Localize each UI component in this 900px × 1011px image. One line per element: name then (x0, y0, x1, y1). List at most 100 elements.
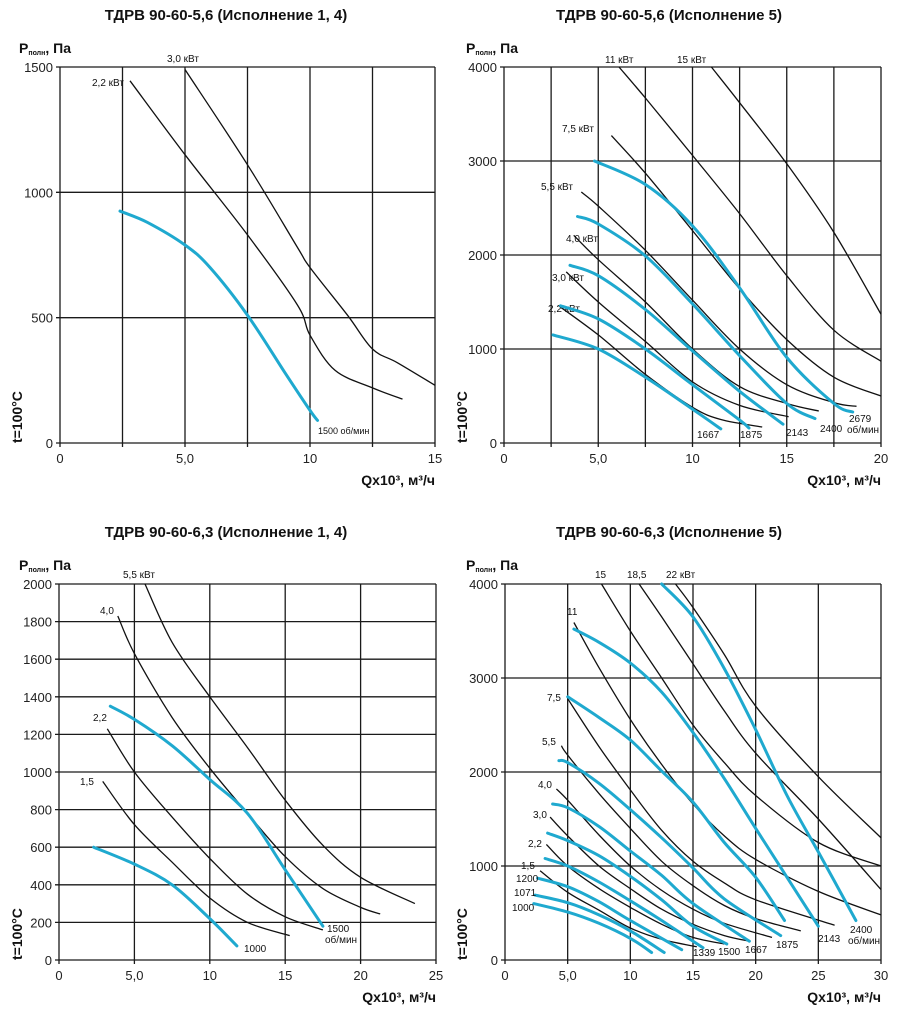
speed-curve (108, 704, 325, 928)
y-axis-label-subscript: полн (475, 567, 492, 574)
y-tick-label: 1000 (468, 342, 497, 357)
speed-curve-label: 1000 (512, 903, 535, 914)
x-tick-label: 0 (500, 451, 507, 466)
y-axis-label-unit: , Па (492, 40, 518, 56)
y-tick-label: 800 (30, 803, 52, 818)
y-tick-label: 0 (46, 436, 53, 451)
speed-curve-label: 1000 (244, 944, 267, 955)
speed-curve-label: 1875 (776, 940, 799, 951)
x-tick-label: 20 (874, 451, 888, 466)
speed-curve-label: 1667 (697, 430, 720, 441)
speed-curve-label: 1667 (745, 945, 768, 956)
x-tick-label: 25 (811, 968, 825, 983)
power-curve-label: 3,0 кВт (552, 273, 584, 284)
y-tick-label: 1000 (24, 185, 53, 200)
x-tick-label: 5,0 (589, 451, 607, 466)
x-tick-label: 15 (780, 451, 794, 466)
chart-title: ТДРВ 90-60-5,6 (Исполнение 5) (556, 7, 782, 24)
y-axis-label-main: P (19, 557, 28, 573)
y-axis-label-main: P (466, 40, 475, 56)
x-tick-label: 5,0 (125, 968, 143, 983)
power-curve (144, 583, 416, 905)
power-curve-label: 2,2 (528, 839, 542, 850)
power-curve-label: 11 кВт (605, 55, 634, 66)
chart-title: ТДРВ 90-60-6,3 (Исполнение 5) (556, 524, 782, 541)
speed-curve (557, 758, 783, 938)
power-curve (674, 583, 882, 839)
power-curve (129, 80, 403, 400)
power-curve (184, 69, 436, 386)
speed-curve (568, 263, 785, 426)
x-tick-label: 10 (203, 968, 217, 983)
speed-curve (572, 627, 820, 928)
power-curve (580, 191, 857, 407)
y-tick-label: 3000 (468, 154, 497, 169)
power-curve-label: 11 (567, 607, 578, 618)
y-tick-label: 1000 (469, 859, 498, 874)
power-curve (567, 698, 835, 926)
speed-value: 2400 (850, 925, 873, 936)
speed-curve-label: 1500 (718, 947, 741, 958)
speed-curve (660, 582, 858, 922)
x-tick-label: 20 (353, 968, 367, 983)
x-tick-label: 10 (303, 451, 317, 466)
power-curve (610, 135, 882, 397)
speed-curve (593, 159, 855, 414)
power-curve-label: 15 (595, 570, 607, 581)
x-tick-label: 20 (748, 968, 762, 983)
y-tick-label: 2000 (469, 765, 498, 780)
chart-title: ТДРВ 90-60-5,6 (Исполнение 1, 4) (105, 7, 348, 24)
power-curve (638, 583, 882, 890)
power-curve-label: 7,5 (547, 693, 561, 704)
y-tick-label: 2000 (23, 577, 52, 592)
x-tick-label: 15 (428, 451, 442, 466)
y-tick-label: 4000 (468, 60, 497, 75)
power-curve (102, 781, 290, 937)
x-tick-label: 0 (56, 451, 63, 466)
y-tick-label: 0 (490, 436, 497, 451)
y-tick-label: 1200 (23, 727, 52, 742)
speed-curve-label: 1500 об/мин (318, 426, 369, 436)
power-curve (618, 66, 882, 362)
chart-tdrv-5-6-ispolnenie-1-4: ТДРВ 90-60-5,6 (Исполнение 1, 4) Pполн, П… (9, 7, 442, 488)
power-curve-label: 3,0 (533, 810, 547, 821)
speed-curve-label: 2400 об/мин (848, 925, 880, 947)
y-tick-label: 1800 (23, 615, 52, 630)
chart-title: ТДРВ 90-60-6,3 (Исполнение 1, 4) (105, 524, 348, 541)
speed-curve (551, 802, 751, 943)
speed-curve (543, 857, 705, 950)
power-curve (573, 622, 882, 916)
power-curve-label: 5,5 кВт (541, 182, 573, 193)
power-curve-label: 7,5 кВт (562, 124, 594, 135)
y-axis-label: Pполн, Па (19, 557, 71, 574)
power-curve-label: 22 кВт (666, 570, 696, 581)
power-curve (600, 583, 882, 867)
y-tick-label: 0 (491, 953, 498, 968)
power-curve-label: 5,5 (542, 737, 556, 748)
x-tick-label: 5,0 (176, 451, 194, 466)
x-tick-label: 15 (278, 968, 292, 983)
power-curve-label: 2,2 (93, 713, 107, 724)
x-axis-label: Qx10³, м³/ч (362, 989, 436, 1005)
x-tick-label: 10 (685, 451, 699, 466)
x-axis-label: Qx10³, м³/ч (807, 989, 881, 1005)
speed-curve-label: 1500 об/мин (325, 924, 357, 946)
x-tick-label: 30 (874, 968, 888, 983)
speed-curve (532, 902, 654, 954)
speed-curve (546, 831, 729, 946)
y-tick-label: 3000 (469, 671, 498, 686)
y-tick-label: 1500 (24, 60, 53, 75)
power-curve-label: 1,5 (80, 777, 94, 788)
temperature-label: t=100°C (454, 391, 470, 443)
speed-curve-label: 2143 (786, 428, 809, 439)
x-tick-label: 0 (55, 968, 62, 983)
y-tick-label: 200 (30, 915, 52, 930)
y-axis-label-main: P (19, 40, 28, 56)
y-tick-label: 1400 (23, 690, 52, 705)
x-axis-label: Qx10³, м³/ч (807, 472, 881, 488)
y-tick-label: 400 (30, 878, 52, 893)
power-curve (565, 271, 789, 418)
speed-curve-label: 2679 об/мин (847, 414, 879, 436)
y-tick-label: 4000 (469, 577, 498, 592)
